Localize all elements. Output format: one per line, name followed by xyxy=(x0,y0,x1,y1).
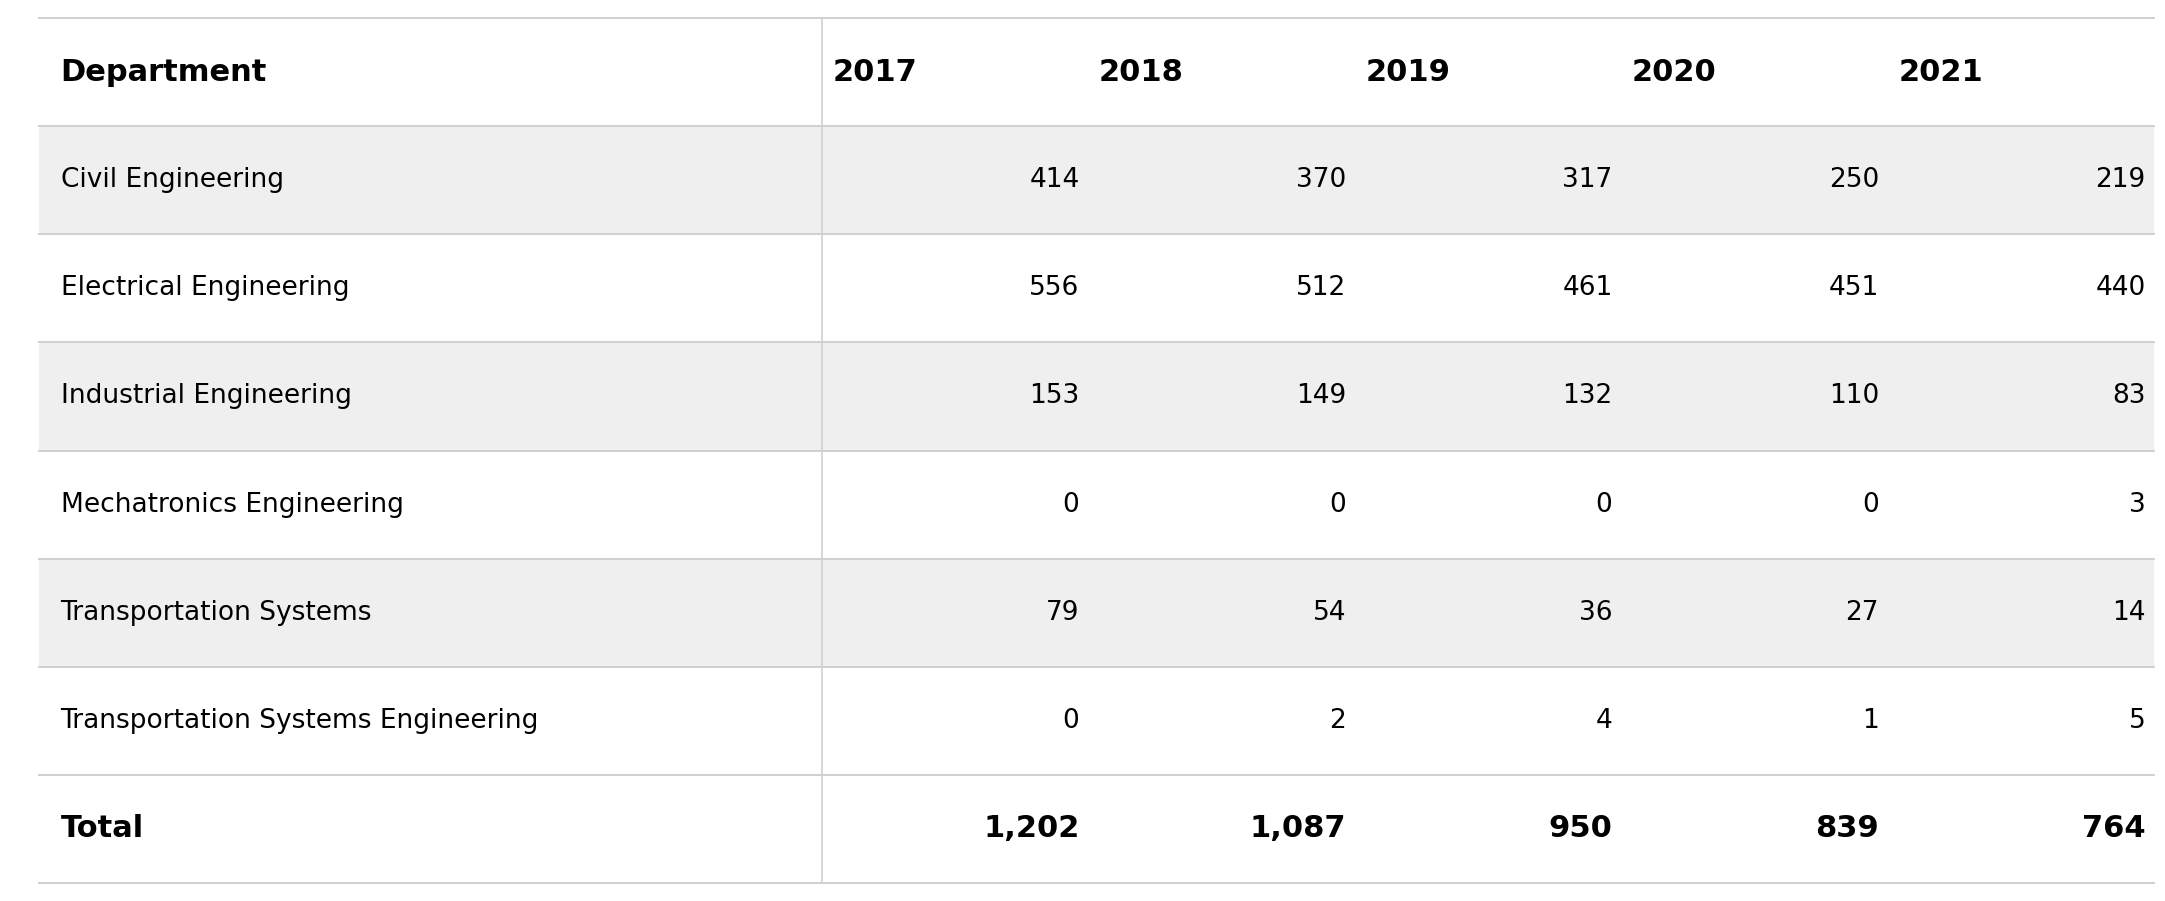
Text: 764: 764 xyxy=(2083,815,2146,843)
Text: 0: 0 xyxy=(1063,492,1080,517)
Bar xyxy=(39,342,2154,450)
Text: 2018: 2018 xyxy=(1100,58,1184,86)
Text: 149: 149 xyxy=(1295,384,1347,409)
Bar xyxy=(39,667,2154,775)
Text: 461: 461 xyxy=(1563,276,1613,301)
Bar xyxy=(39,234,2154,342)
Text: Mechatronics Engineering: Mechatronics Engineering xyxy=(61,492,403,517)
Bar xyxy=(39,775,2154,883)
Text: 950: 950 xyxy=(1548,815,1613,843)
Text: Total: Total xyxy=(61,815,143,843)
Text: 414: 414 xyxy=(1028,168,1080,193)
Text: Industrial Engineering: Industrial Engineering xyxy=(61,384,351,409)
Text: 1: 1 xyxy=(1862,708,1879,733)
Text: 36: 36 xyxy=(1578,600,1613,625)
Text: 0: 0 xyxy=(1596,492,1613,517)
Text: 512: 512 xyxy=(1295,276,1347,301)
Text: 440: 440 xyxy=(2096,276,2146,301)
Text: 2019: 2019 xyxy=(1366,58,1451,86)
Text: 451: 451 xyxy=(1829,276,1879,301)
Text: 83: 83 xyxy=(2113,384,2146,409)
Text: 2017: 2017 xyxy=(831,58,918,86)
Text: 27: 27 xyxy=(1845,600,1879,625)
Text: 0: 0 xyxy=(1329,492,1347,517)
Text: 839: 839 xyxy=(1814,815,1879,843)
Bar xyxy=(39,126,2154,234)
Text: 0: 0 xyxy=(1862,492,1879,517)
Bar xyxy=(39,18,2154,126)
Text: 132: 132 xyxy=(1563,384,1613,409)
Text: 0: 0 xyxy=(1063,708,1080,733)
Text: 1,202: 1,202 xyxy=(983,815,1080,843)
Text: 4: 4 xyxy=(1596,708,1613,733)
Text: 110: 110 xyxy=(1829,384,1879,409)
Text: 1,087: 1,087 xyxy=(1249,815,1347,843)
Text: 5: 5 xyxy=(2128,708,2146,733)
Text: 250: 250 xyxy=(1829,168,1879,193)
Text: 556: 556 xyxy=(1028,276,1080,301)
Text: 2020: 2020 xyxy=(1632,58,1717,86)
Bar xyxy=(39,450,2154,559)
Text: 317: 317 xyxy=(1563,168,1613,193)
Text: Department: Department xyxy=(61,58,266,86)
Text: 54: 54 xyxy=(1312,600,1347,625)
Text: 79: 79 xyxy=(1046,600,1080,625)
Text: Transportation Systems Engineering: Transportation Systems Engineering xyxy=(61,708,539,733)
Text: 219: 219 xyxy=(2096,168,2146,193)
Text: 153: 153 xyxy=(1028,384,1080,409)
Text: 370: 370 xyxy=(1295,168,1347,193)
Text: 2: 2 xyxy=(1329,708,1347,733)
Text: 2021: 2021 xyxy=(1899,58,1983,86)
Text: 14: 14 xyxy=(2113,600,2146,625)
Text: Civil Engineering: Civil Engineering xyxy=(61,168,284,193)
Text: Electrical Engineering: Electrical Engineering xyxy=(61,276,349,301)
Text: Transportation Systems: Transportation Systems xyxy=(61,600,372,625)
Bar xyxy=(39,559,2154,667)
Text: 3: 3 xyxy=(2128,492,2146,517)
